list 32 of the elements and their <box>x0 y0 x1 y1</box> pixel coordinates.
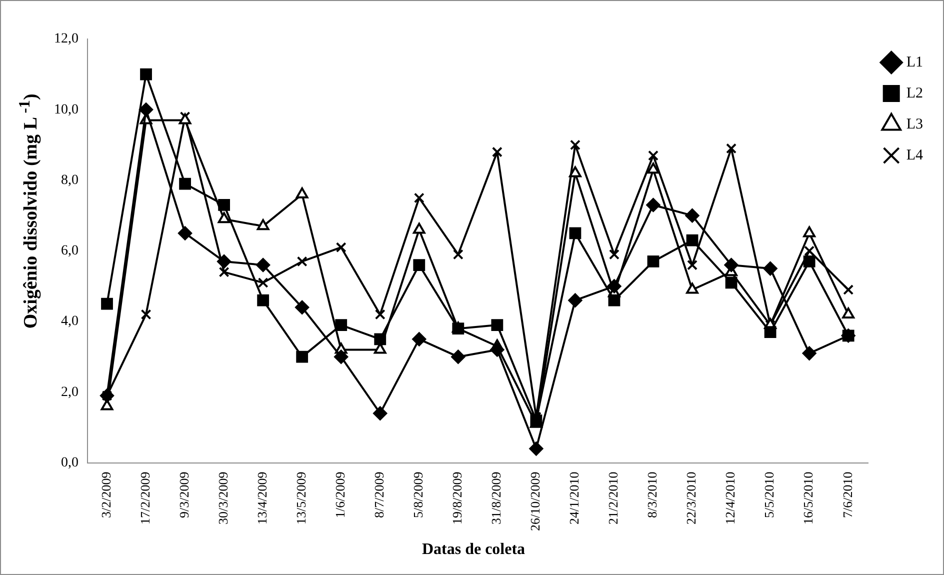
x-tick-label: 7/6/2010 <box>840 472 855 518</box>
x-tick-label: 31/8/2009 <box>488 472 504 525</box>
legend-label: L3 <box>906 116 924 132</box>
x-tick-label: 12/4/2010 <box>722 472 738 525</box>
x-tick-label: 19/8/2009 <box>450 472 465 525</box>
x-tick-label: 3/2/2009 <box>98 472 114 518</box>
x-tick-label: 8/3/2010 <box>644 472 660 518</box>
x-tick-label: 1/6/2009 <box>332 472 348 518</box>
legend-label: L2 <box>906 85 924 102</box>
y-tick-label: 0,0 <box>61 455 78 470</box>
x-tick-label: 16/5/2010 <box>800 472 816 525</box>
legend-label: L1 <box>906 54 924 70</box>
x-axis-title: Datas de coleta <box>420 541 526 559</box>
y-tick-label: 8,0 <box>61 172 78 188</box>
x-tick-label: 8/7/2009 <box>372 472 387 518</box>
x-tick-label: 5/8/2009 <box>410 472 426 518</box>
x-tick-label: 26/10/2009 <box>528 472 543 532</box>
x-tick-label: 13/5/2009 <box>294 472 309 525</box>
x-tick-label: 17/2/2009 <box>137 472 152 525</box>
x-tick-label: 9/3/2009 <box>176 472 192 518</box>
y-tick-label: 6,0 <box>61 244 78 259</box>
x-tick-label: 13/4/2009 <box>254 472 270 525</box>
y-tick-label: 10,0 <box>54 102 78 118</box>
y-tick-label: 12,0 <box>54 32 78 47</box>
x-tick-label: 24/1/2010 <box>566 472 582 525</box>
x-tick-label: 21/2/2010 <box>606 472 621 525</box>
y-tick-label: 2,0 <box>61 384 78 400</box>
y-tick-label: 4,0 <box>61 314 78 330</box>
x-tick-label: 22/3/2010 <box>684 472 699 525</box>
legend-label: L4 <box>906 147 924 164</box>
x-tick-label: 30/3/2009 <box>215 472 230 525</box>
x-tick-label: 5/5/2010 <box>762 472 777 518</box>
